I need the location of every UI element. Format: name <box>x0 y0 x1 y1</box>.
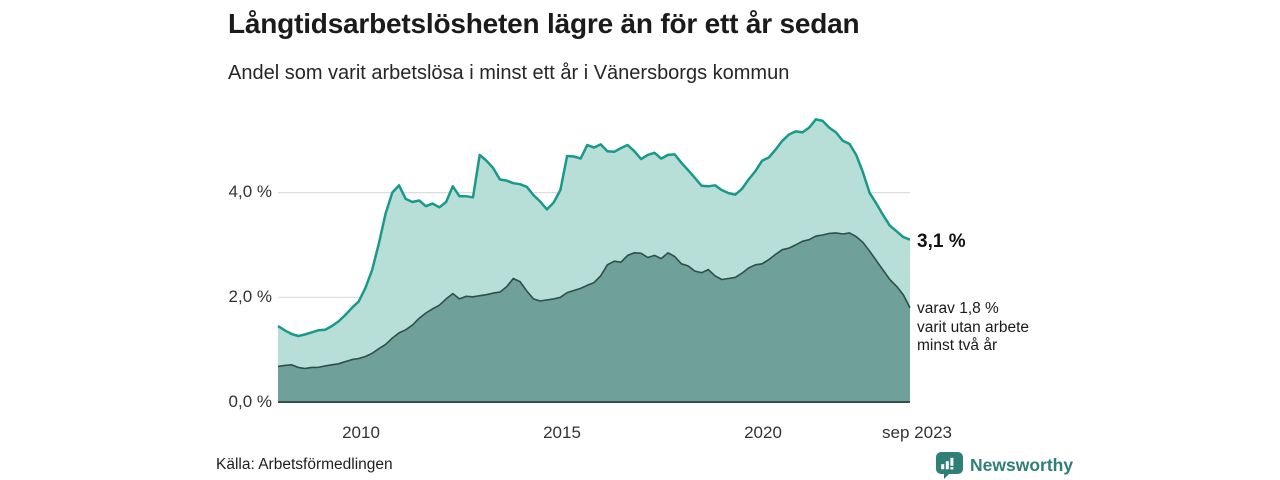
newsworthy-logo: Newsworthy <box>936 452 1073 479</box>
x-axis-tick-2020: 2020 <box>744 423 782 442</box>
two-year-series-end-label: varav 1,8 % varit utan arbete minst två … <box>917 300 1030 354</box>
page-title: Långtidsarbetslösheten lägre än för ett … <box>228 8 860 39</box>
two-year-area-path <box>278 232 910 402</box>
newsworthy-bar-chart-bubble-icon <box>936 452 963 479</box>
page-subtitle: Andel som varit arbetslösa i minst ett å… <box>228 62 790 84</box>
newsworthy-wordmark: Newsworthy <box>970 455 1074 475</box>
y-axis-tick-2: 2,0 % <box>228 287 272 306</box>
y-axis-tick-0: 0,0 % <box>228 392 272 411</box>
two-year-line-path <box>277 232 911 370</box>
x-axis-tick-sep-2023: sep 2023 <box>882 423 952 442</box>
total-line-path <box>277 118 911 338</box>
y-axis-tick-4: 4,0 % <box>228 182 272 201</box>
total-series-end-label: 3,1 % <box>917 231 966 252</box>
source-attribution: Källa: Arbetsförmedlingen <box>216 456 393 473</box>
x-axis-tick-2015: 2015 <box>543 423 581 442</box>
x-axis-tick-2010: 2010 <box>342 423 380 442</box>
